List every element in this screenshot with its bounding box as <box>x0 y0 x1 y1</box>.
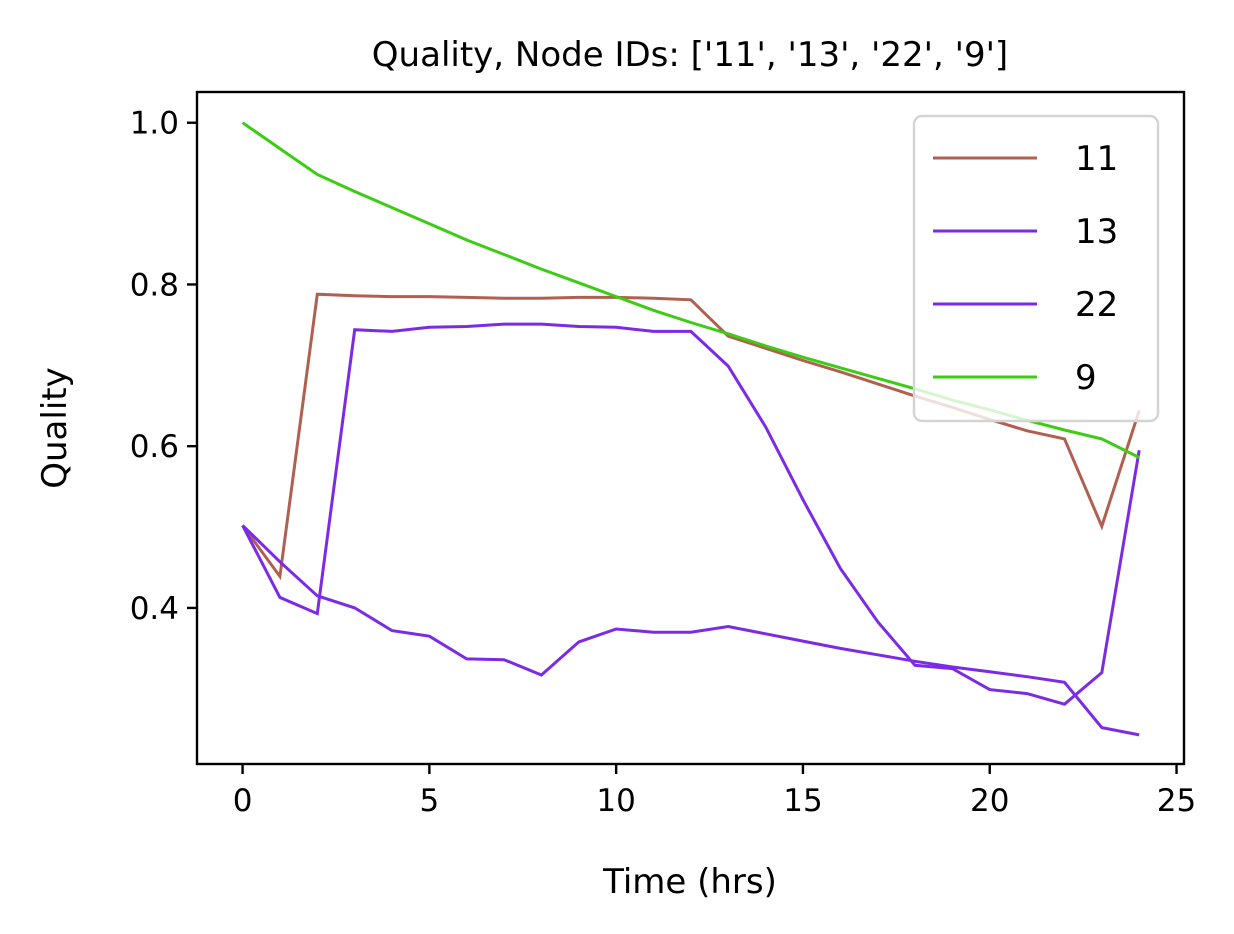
y-tick-label: 0.8 <box>130 267 179 303</box>
legend-label-9: 9 <box>1075 358 1097 398</box>
y-axis: 0.4 0.6 0.8 1.0 <box>130 106 197 627</box>
x-axis: 0 5 10 15 20 25 <box>233 764 1196 819</box>
series-line-22 <box>241 524 1140 737</box>
legend-label-11: 11 <box>1075 139 1118 179</box>
x-tick-label: 5 <box>419 783 439 819</box>
x-tick-label: 25 <box>1157 783 1196 819</box>
legend-label-13: 13 <box>1075 212 1118 252</box>
x-tick-label: 0 <box>233 783 253 819</box>
y-tick-label: 0.6 <box>130 429 179 465</box>
y-tick-label: 0.4 <box>130 591 179 627</box>
axes-frame <box>195 90 1186 766</box>
y-tick-label: 1.0 <box>130 106 179 142</box>
legend: 11 13 22 9 <box>912 114 1160 423</box>
y-axis-label: Quality <box>35 367 75 489</box>
x-tick-label: 15 <box>783 783 822 819</box>
chart-title: Quality, Node IDs: ['11', '13', '22', '9… <box>372 35 1008 75</box>
x-tick-label: 10 <box>596 783 635 819</box>
legend-label-22: 22 <box>1075 285 1118 325</box>
x-tick-label: 20 <box>970 783 1009 819</box>
legend-box <box>912 114 1160 423</box>
x-axis-label: Time (hrs) <box>602 862 777 902</box>
series-line-13 <box>241 322 1141 706</box>
